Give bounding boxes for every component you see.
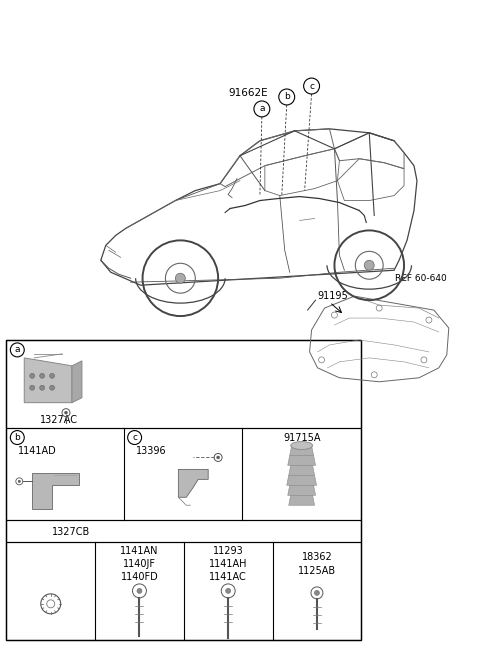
Text: 1141AN
1140JF
1140FD: 1141AN 1140JF 1140FD bbox=[120, 546, 159, 582]
Text: 11293
1141AH
1141AC: 11293 1141AH 1141AC bbox=[209, 546, 248, 582]
Circle shape bbox=[254, 101, 270, 117]
Text: 1327CB: 1327CB bbox=[52, 527, 90, 537]
Polygon shape bbox=[32, 474, 79, 509]
Text: b: b bbox=[284, 93, 289, 101]
Text: 91662E: 91662E bbox=[228, 88, 268, 98]
Text: c: c bbox=[132, 433, 137, 442]
Circle shape bbox=[137, 589, 142, 593]
Circle shape bbox=[30, 385, 35, 390]
Polygon shape bbox=[290, 445, 313, 455]
Text: 1327AC: 1327AC bbox=[40, 415, 78, 424]
Circle shape bbox=[49, 373, 55, 378]
Text: 13396: 13396 bbox=[136, 447, 166, 457]
Polygon shape bbox=[288, 455, 315, 465]
Ellipse shape bbox=[291, 442, 312, 449]
Text: REF 60-640: REF 60-640 bbox=[395, 274, 447, 283]
Circle shape bbox=[175, 273, 185, 283]
Circle shape bbox=[40, 385, 45, 390]
Text: 91715A: 91715A bbox=[283, 432, 320, 443]
Circle shape bbox=[364, 260, 374, 270]
Polygon shape bbox=[179, 469, 208, 497]
Circle shape bbox=[11, 430, 24, 445]
Circle shape bbox=[216, 456, 220, 459]
Bar bbox=[6, 542, 361, 640]
Circle shape bbox=[304, 78, 320, 94]
Polygon shape bbox=[72, 361, 82, 403]
Text: c: c bbox=[309, 81, 314, 91]
Polygon shape bbox=[288, 465, 314, 476]
Bar bbox=[6, 340, 361, 640]
Circle shape bbox=[279, 89, 295, 105]
Polygon shape bbox=[288, 486, 315, 495]
Text: b: b bbox=[14, 433, 20, 442]
Circle shape bbox=[49, 385, 55, 390]
Polygon shape bbox=[24, 358, 72, 403]
Polygon shape bbox=[287, 476, 316, 486]
Text: 91195: 91195 bbox=[318, 291, 348, 301]
Bar bbox=[6, 520, 361, 542]
Circle shape bbox=[226, 589, 231, 593]
Circle shape bbox=[64, 411, 68, 414]
Text: a: a bbox=[14, 346, 20, 354]
Bar bbox=[6, 428, 361, 520]
Circle shape bbox=[128, 430, 142, 445]
Text: 18362
1125AB: 18362 1125AB bbox=[298, 553, 336, 576]
Circle shape bbox=[11, 343, 24, 357]
Bar bbox=[6, 340, 361, 428]
Circle shape bbox=[40, 373, 45, 378]
Circle shape bbox=[30, 373, 35, 378]
Circle shape bbox=[18, 480, 21, 482]
Polygon shape bbox=[288, 495, 314, 505]
Circle shape bbox=[314, 591, 319, 595]
Text: a: a bbox=[259, 104, 264, 114]
Text: 1141AD: 1141AD bbox=[18, 447, 57, 457]
